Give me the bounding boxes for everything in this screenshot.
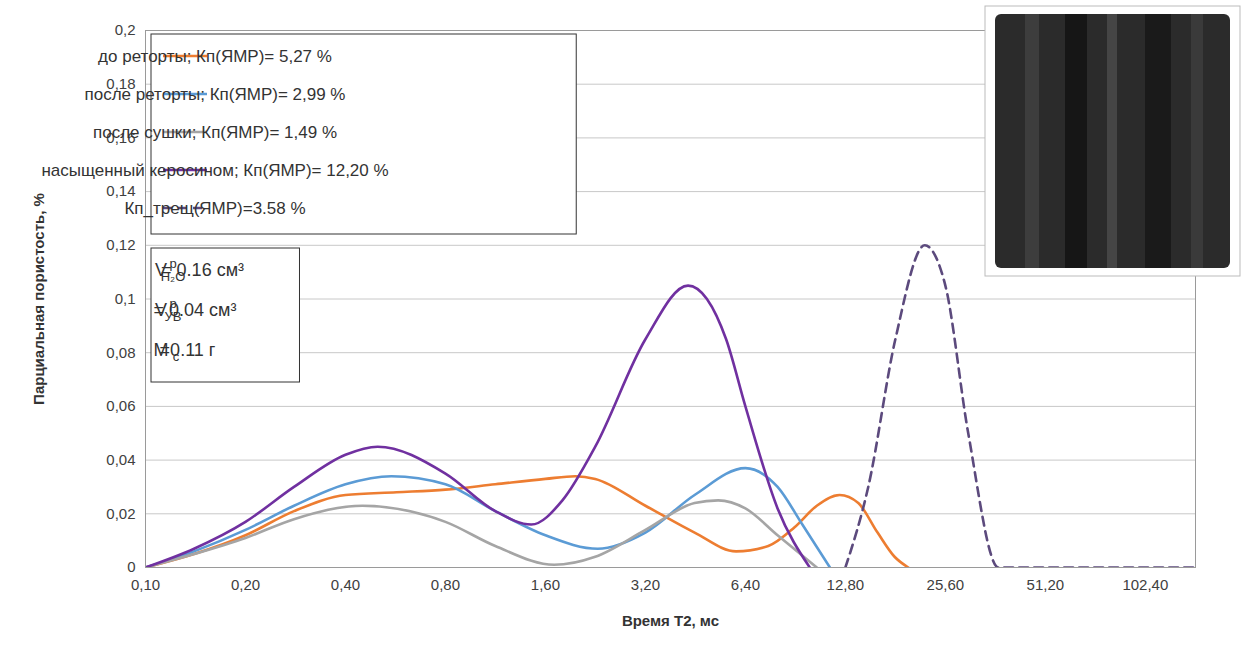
svg-text:0,80: 0,80 [431, 576, 460, 593]
svg-text:0,04: 0,04 [106, 451, 135, 468]
svg-text:= 0.16 см³: = 0.16 см³ [161, 260, 244, 280]
svg-text:0,40: 0,40 [331, 576, 360, 593]
svg-text:12,80: 12,80 [827, 576, 865, 593]
svg-text:0: 0 [127, 558, 135, 575]
svg-text:0,2: 0,2 [115, 21, 136, 38]
svg-text:=0.11 г: =0.11 г [160, 340, 216, 360]
svg-text:25,60: 25,60 [927, 576, 965, 593]
svg-text:0,14: 0,14 [106, 182, 135, 199]
svg-text:3,20: 3,20 [631, 576, 660, 593]
svg-text:0,1: 0,1 [115, 290, 136, 307]
svg-text:0,06: 0,06 [106, 397, 135, 414]
svg-text:1,60: 1,60 [531, 576, 560, 593]
svg-text:Парциальная пористость, %: Парциальная пористость, % [30, 193, 47, 405]
svg-text:0,10: 0,10 [131, 576, 160, 593]
svg-text:0,12: 0,12 [106, 236, 135, 253]
svg-text:после сушки; Кп(ЯМР)= 1,49 %: после сушки; Кп(ЯМР)= 1,49 % [93, 123, 337, 142]
svg-text:0,08: 0,08 [106, 344, 135, 361]
svg-text:0,20: 0,20 [231, 576, 260, 593]
svg-text:насыщенный керосином; Кп(ЯМР)=: насыщенный керосином; Кп(ЯМР)= 12,20 % [41, 161, 388, 180]
svg-text:Кп_трещ(ЯМР)=3.58 %: Кп_трещ(ЯМР)=3.58 % [124, 199, 305, 218]
svg-text:до реторты; Кп(ЯМР)= 5,27 %: до реторты; Кп(ЯМР)= 5,27 % [98, 47, 332, 66]
svg-text:51,20: 51,20 [1027, 576, 1065, 593]
svg-text:= 0.04 см³: = 0.04 см³ [153, 300, 236, 320]
svg-text:после реторты; Кп(ЯМР)= 2,99 %: после реторты; Кп(ЯМР)= 2,99 % [85, 85, 346, 104]
svg-text:102,40: 102,40 [1122, 576, 1168, 593]
svg-text:6,40: 6,40 [731, 576, 760, 593]
svg-text:Время T2, мс: Время T2, мс [622, 612, 719, 629]
svg-text:0,02: 0,02 [106, 505, 135, 522]
